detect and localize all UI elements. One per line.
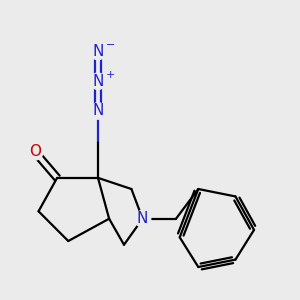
Text: N: N	[92, 44, 104, 59]
Text: −: −	[106, 40, 115, 50]
Circle shape	[90, 73, 106, 89]
Text: N: N	[92, 74, 104, 89]
Text: +: +	[106, 70, 115, 80]
Text: N: N	[92, 103, 104, 118]
Circle shape	[134, 211, 151, 227]
Circle shape	[27, 144, 43, 160]
Text: O: O	[29, 144, 41, 159]
Circle shape	[90, 44, 106, 60]
Circle shape	[90, 103, 106, 119]
Text: N: N	[137, 211, 148, 226]
